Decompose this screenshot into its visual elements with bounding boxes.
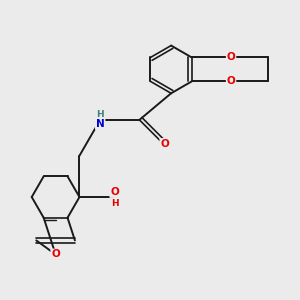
Text: O: O [227, 52, 236, 62]
Text: H: H [111, 199, 119, 208]
Text: N: N [96, 119, 104, 129]
Text: O: O [227, 76, 236, 86]
Text: H: H [96, 110, 104, 119]
Text: O: O [160, 139, 169, 149]
Text: O: O [51, 249, 60, 260]
Text: O: O [110, 187, 119, 197]
